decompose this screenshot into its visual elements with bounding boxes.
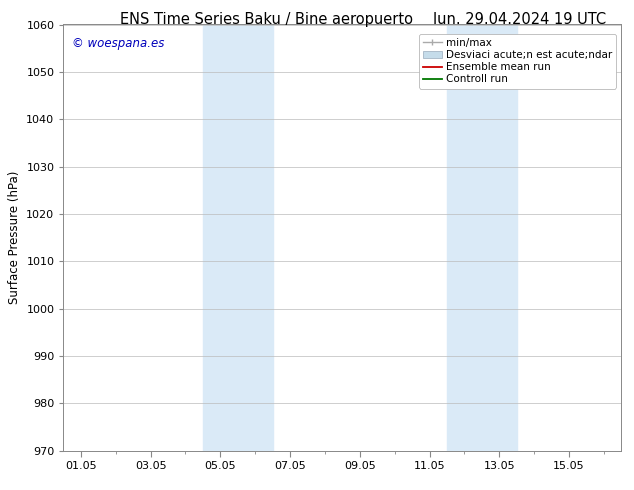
Y-axis label: Surface Pressure (hPa): Surface Pressure (hPa): [8, 171, 21, 304]
Text: ENS Time Series Baku / Bine aeropuerto: ENS Time Series Baku / Bine aeropuerto: [120, 12, 413, 27]
Bar: [447, 24, 517, 451]
Bar: [203, 24, 273, 451]
Text: © woespana.es: © woespana.es: [72, 37, 164, 50]
Legend: min/max, Desviaci acute;n est acute;ndar, Ensemble mean run, Controll run: min/max, Desviaci acute;n est acute;ndar…: [418, 34, 616, 89]
Text: lun. 29.04.2024 19 UTC: lun. 29.04.2024 19 UTC: [433, 12, 607, 27]
